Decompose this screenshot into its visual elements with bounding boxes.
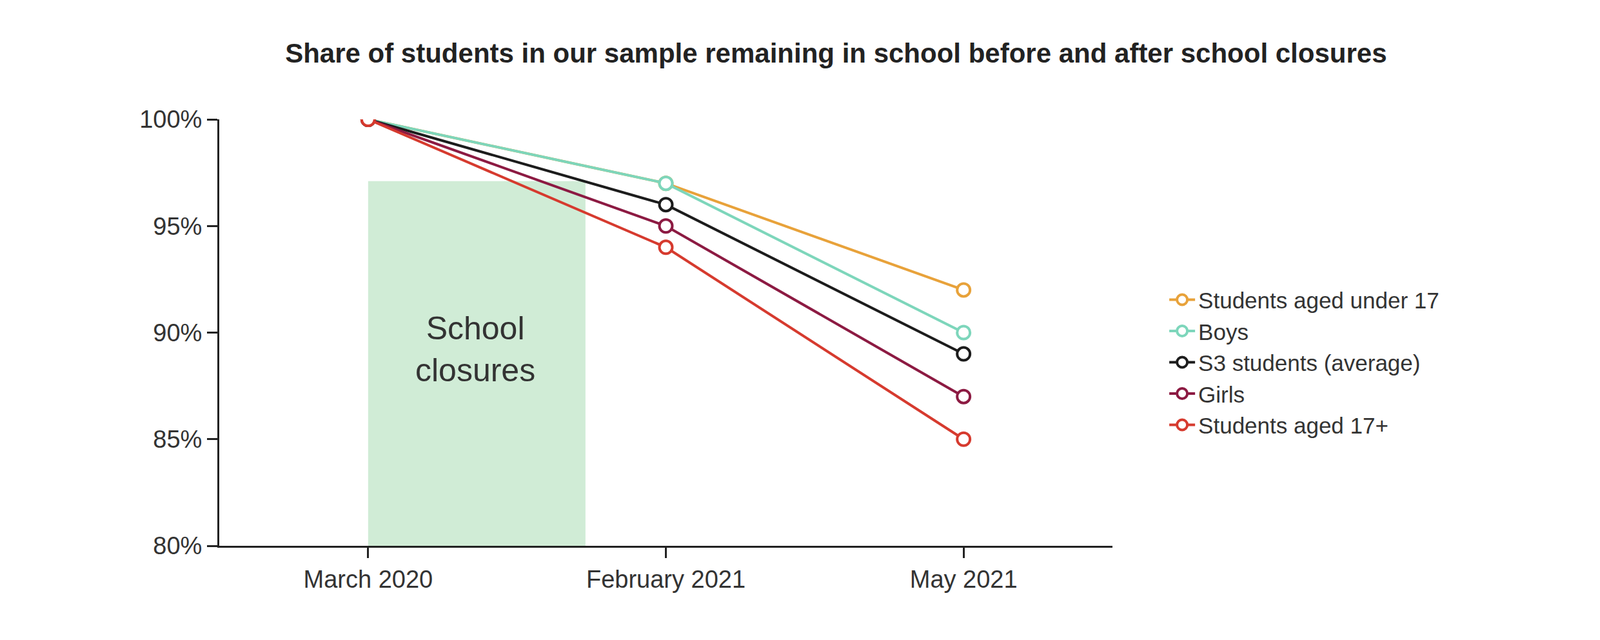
svg-text:March 2020: March 2020 — [303, 565, 433, 593]
svg-text:85%: 85% — [152, 425, 202, 453]
svg-text:95%: 95% — [152, 212, 202, 240]
svg-text:90%: 90% — [152, 319, 202, 347]
svg-text:February 2021: February 2021 — [586, 565, 746, 593]
svg-text:S3 students (average): S3 students (average) — [1198, 350, 1421, 376]
svg-text:100%: 100% — [139, 105, 202, 133]
svg-text:Students aged 17+: Students aged 17+ — [1198, 412, 1389, 438]
svg-text:Share of students in our sampl: Share of students in our sample remainin… — [285, 38, 1387, 69]
svg-text:80%: 80% — [152, 532, 202, 560]
svg-text:Girls: Girls — [1198, 381, 1245, 407]
svg-text:Schoolclosures: Schoolclosures — [415, 310, 536, 389]
svg-text:Students aged under 17: Students aged under 17 — [1198, 287, 1440, 313]
svg-text:Boys: Boys — [1198, 319, 1249, 345]
svg-text:May 2021: May 2021 — [909, 565, 1018, 593]
